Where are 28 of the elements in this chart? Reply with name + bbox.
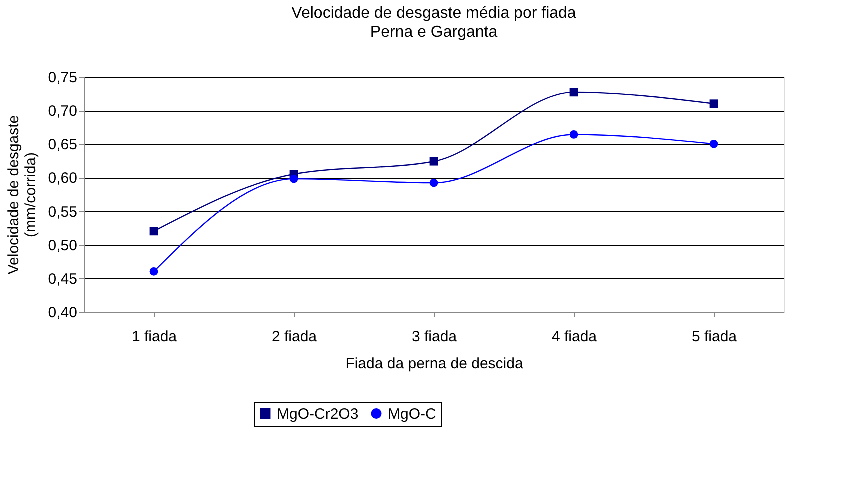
point [710, 100, 718, 108]
x-tick-label: 3 fiada [412, 328, 458, 346]
y-tick-label: 0,65 [48, 136, 78, 154]
point [570, 88, 578, 97]
point [290, 174, 298, 184]
x-tick-label: 4 fiada [552, 328, 598, 346]
y-tick-label: 0,75 [48, 70, 78, 86]
point [710, 140, 718, 148]
y-tick-label: 0,60 [48, 170, 78, 188]
chart-subtitle: Perna e Garganta [370, 24, 498, 41]
x-tick-label: 2 fiada [272, 328, 318, 346]
y-tick-label: 0,40 [48, 304, 78, 322]
x-tick-label: 5 fiada [692, 328, 738, 346]
legend-label: MgO-Cr2O3 [277, 406, 359, 423]
point [150, 227, 158, 236]
point [150, 268, 158, 276]
x-axis-title: Fiada da perna de descida [346, 356, 524, 372]
point [430, 178, 438, 188]
y-tick-label: 0,55 [48, 204, 78, 221]
chart-title: Velocidade de desgaste média por fiada [292, 5, 576, 22]
legend-label: MgO-C [388, 406, 436, 423]
y-tick-label: 0,50 [48, 237, 78, 254]
x-tick-label: 1 fiada [132, 328, 178, 346]
y-tick-label: 0,70 [48, 103, 78, 120]
y-axis-title: Velocidade de desgaste (mm/corrida) [5, 115, 40, 275]
point [430, 157, 438, 166]
y-tick-label: 0,45 [48, 270, 78, 288]
point [570, 130, 578, 139]
